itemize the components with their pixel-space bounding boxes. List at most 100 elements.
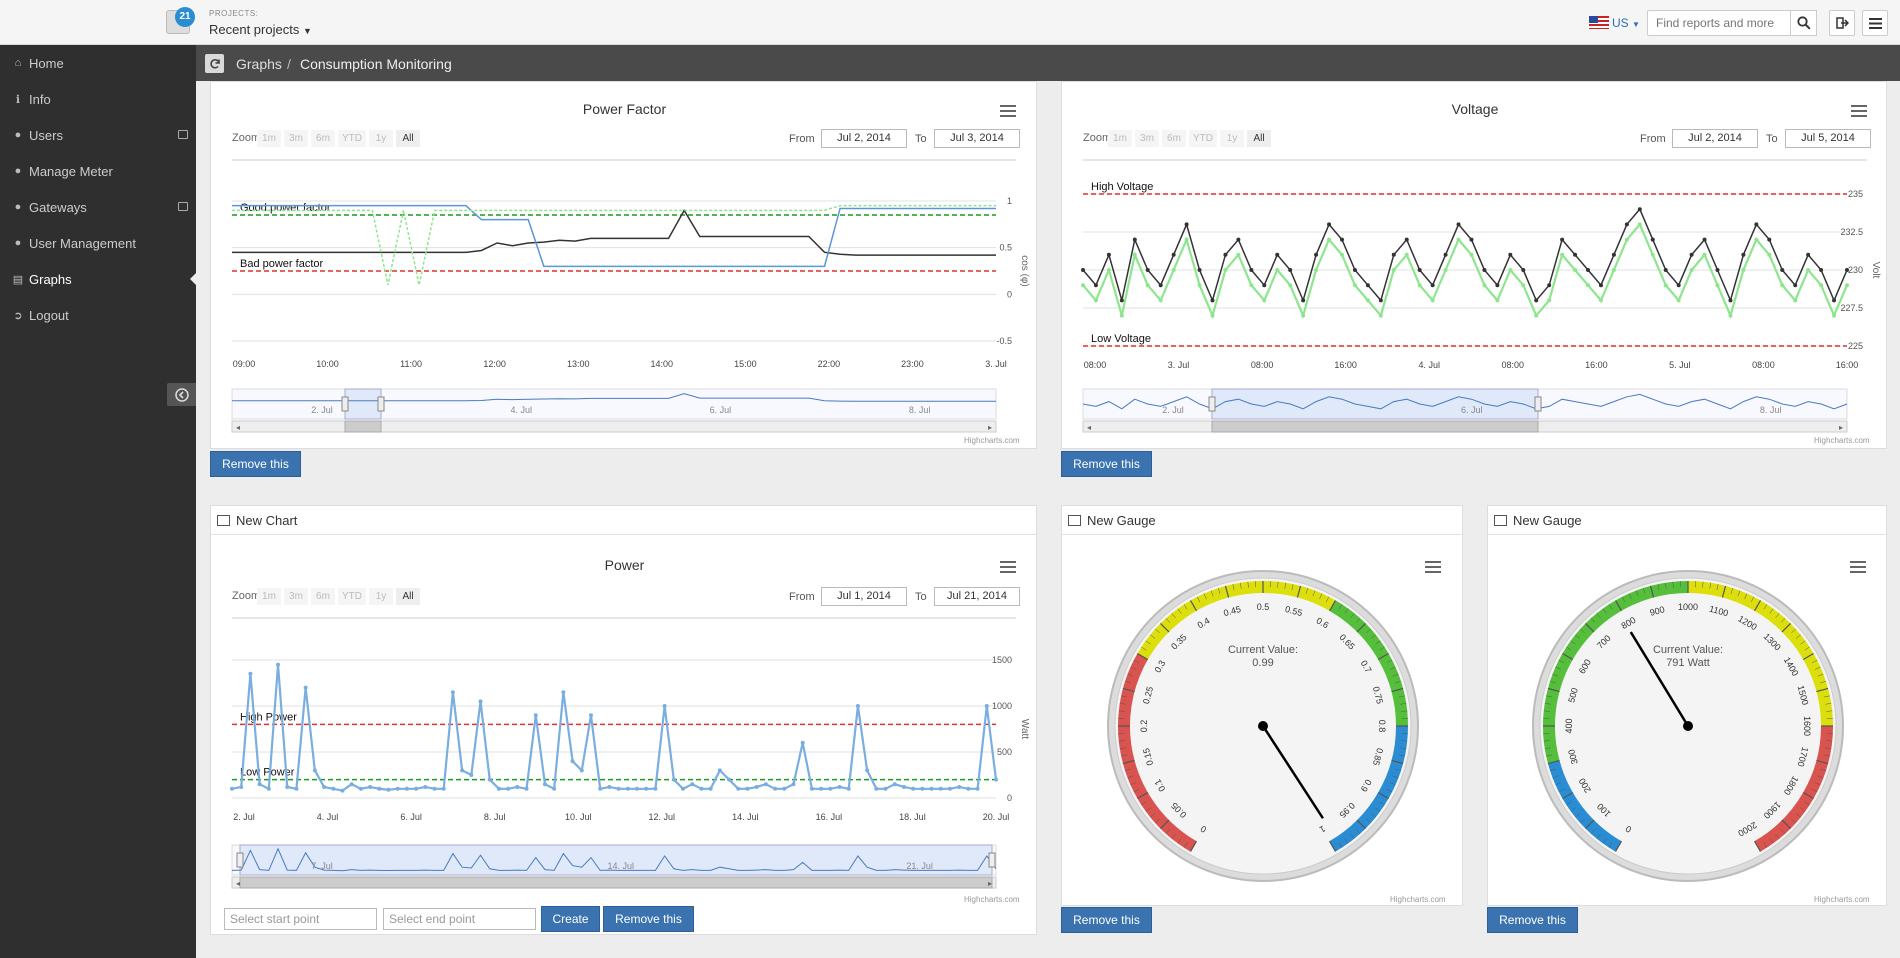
- zoom-6m-button[interactable]: 6m: [1162, 130, 1186, 147]
- signout-button[interactable]: [1829, 10, 1855, 36]
- zoom-ytd-button[interactable]: YTD: [1189, 130, 1217, 147]
- x-tick-label: 4. Jul: [317, 812, 339, 822]
- gauge-tick: [1709, 582, 1711, 589]
- chart-menu-icon[interactable]: [1425, 561, 1441, 573]
- series-point: [1637, 207, 1642, 212]
- x-tick-label: 08:00: [1752, 360, 1775, 370]
- grid-icon: [178, 202, 188, 211]
- collapse-sidebar-button[interactable]: [167, 383, 196, 406]
- y-tick-label: 235: [1848, 189, 1863, 199]
- project-count-badge: 21: [175, 7, 195, 27]
- sidebar-item-users[interactable]: ● Users: [0, 117, 196, 153]
- gauge-pivot: [1683, 721, 1693, 731]
- gauge-tick: [1550, 768, 1556, 772]
- gauge-tick: [1356, 819, 1366, 829]
- zoom-3m-button[interactable]: 3m: [1135, 130, 1159, 147]
- series-point: [1534, 298, 1539, 303]
- remove-power-factor-button[interactable]: Remove this: [210, 451, 301, 477]
- create-button[interactable]: Create: [541, 906, 600, 932]
- highcharts-credit[interactable]: Highcharts.com: [964, 895, 1020, 904]
- gauge-tick: [1224, 585, 1230, 598]
- series-point: [975, 786, 980, 791]
- sidebar-item-graphs[interactable]: ▤ Graphs: [0, 261, 196, 297]
- start-point-input[interactable]: [224, 908, 377, 930]
- menu-button[interactable]: [1862, 10, 1888, 36]
- series-point: [1275, 252, 1280, 257]
- navigator-tick-label: 7. Jul: [311, 861, 333, 871]
- zoom-1m-button[interactable]: 1m: [257, 588, 281, 605]
- y-tick-label: 230: [1848, 265, 1863, 275]
- gauge-tick: [1737, 590, 1741, 597]
- to-date-input[interactable]: Jul 3, 2014: [934, 129, 1020, 148]
- series-point: [1663, 283, 1668, 288]
- series-point: [1430, 283, 1435, 288]
- zoom-3m-button[interactable]: 3m: [284, 130, 308, 147]
- zoom-1m-button[interactable]: 1m: [257, 130, 281, 147]
- highcharts-credit[interactable]: Highcharts.com: [1814, 895, 1870, 904]
- gauge-tick: [1150, 634, 1156, 639]
- breadcrumb-graphs[interactable]: Graphs: [236, 56, 282, 72]
- to-date-input[interactable]: Jul 21, 2014: [934, 587, 1020, 606]
- recent-projects-dropdown[interactable]: Recent projects ▼: [209, 22, 312, 37]
- remove-voltage-button[interactable]: Remove this: [1061, 451, 1152, 477]
- gauge-tick-label: 500: [1566, 687, 1580, 704]
- gauge-tick: [1814, 782, 1821, 786]
- gauge-tick: [1171, 613, 1176, 619]
- remove-gauge1-button[interactable]: Remove this: [1061, 907, 1152, 933]
- zoom-ytd-button[interactable]: YTD: [338, 130, 366, 147]
- gauge-tick-label: 900: [1649, 604, 1666, 618]
- chart-menu-icon[interactable]: [1000, 561, 1016, 573]
- gauge-tick: [1769, 838, 1774, 844]
- chart-menu-icon[interactable]: [1851, 105, 1867, 117]
- from-date-input[interactable]: Jul 1, 2014: [821, 587, 907, 606]
- search-button[interactable]: [1791, 10, 1817, 36]
- highcharts-credit[interactable]: Highcharts.com: [1390, 895, 1446, 904]
- remove-gauge2-button[interactable]: Remove this: [1487, 907, 1578, 933]
- sidebar-item-gateways[interactable]: ● Gateways: [0, 189, 196, 225]
- series-point: [331, 786, 336, 791]
- series-point: [1573, 268, 1578, 272]
- series-point: [1132, 252, 1137, 257]
- sidebar-item-info[interactable]: ℹ Info: [0, 81, 196, 117]
- gauge-tick: [1795, 813, 1801, 818]
- sidebar-item-manage-meter[interactable]: ● Manage Meter: [0, 153, 196, 189]
- end-point-input[interactable]: [383, 908, 536, 930]
- gauge-tick: [1338, 604, 1343, 610]
- zoom-all-button[interactable]: All: [1247, 130, 1271, 147]
- gauge-tick: [1552, 673, 1559, 677]
- x-tick-label: 3. Jul: [1168, 360, 1190, 370]
- search-input[interactable]: [1647, 10, 1791, 36]
- series-point: [1236, 252, 1241, 257]
- zoom-all-button[interactable]: All: [396, 130, 420, 147]
- chart-menu-icon[interactable]: [1000, 105, 1016, 117]
- highcharts-credit[interactable]: Highcharts.com: [1814, 436, 1870, 445]
- zoom-1y-button[interactable]: 1y: [369, 588, 393, 605]
- from-date-input[interactable]: Jul 2, 2014: [1672, 129, 1758, 148]
- zoom-1y-button[interactable]: 1y: [1220, 130, 1244, 147]
- sidebar-item-user-management[interactable]: ● User Management: [0, 225, 196, 261]
- series-point: [1650, 237, 1655, 242]
- series-point: [1702, 252, 1707, 257]
- chart-menu-icon[interactable]: [1850, 561, 1866, 573]
- zoom-1y-button[interactable]: 1y: [369, 130, 393, 147]
- to-date-input[interactable]: Jul 5, 2014: [1785, 129, 1871, 148]
- refresh-button[interactable]: [205, 54, 224, 73]
- zoom-6m-button[interactable]: 6m: [311, 588, 335, 605]
- zoom-ytd-button[interactable]: YTD: [338, 588, 366, 605]
- gauge-tick: [1602, 608, 1607, 614]
- gauge-tick: [1614, 840, 1623, 852]
- zoom-3m-button[interactable]: 3m: [284, 588, 308, 605]
- zoom-all-button[interactable]: All: [396, 588, 420, 605]
- highcharts-credit[interactable]: Highcharts.com: [964, 436, 1020, 445]
- from-date-input[interactable]: Jul 2, 2014: [821, 129, 907, 148]
- navigator-handle-right: [1534, 396, 1542, 412]
- sidebar-item-home[interactable]: ⌂ Home: [0, 45, 196, 81]
- remove-power-button[interactable]: Remove this: [603, 906, 694, 932]
- zoom-1m-button[interactable]: 1m: [1108, 130, 1132, 147]
- scrollbar-thumb: [239, 876, 993, 889]
- language-selector[interactable]: US ▼: [1589, 16, 1640, 30]
- gauge-tick: [1562, 791, 1574, 800]
- sidebar-item-logout[interactable]: ➲ Logout: [0, 297, 196, 333]
- zoom-6m-button[interactable]: 6m: [311, 130, 335, 147]
- series-point: [1469, 252, 1474, 257]
